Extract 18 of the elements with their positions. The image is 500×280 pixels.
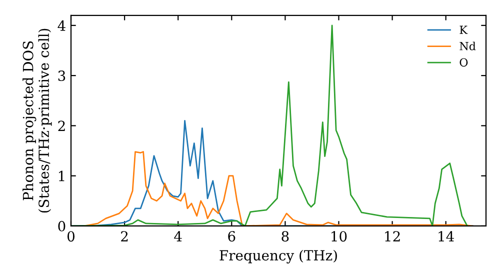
x-axis-title: Frequency (THz)	[220, 250, 337, 264]
y-tick-label: 2	[58, 120, 65, 131]
x-tick-label: 14	[438, 231, 454, 242]
y-tick-label: 4	[58, 20, 66, 31]
legend-label: K	[460, 26, 468, 34]
legend-label: O	[460, 58, 468, 67]
legend-label: Nd	[460, 42, 476, 50]
x-tick-label: 0	[67, 231, 74, 242]
x-tick-label: 2	[121, 231, 128, 242]
x-tick-label: 4	[174, 231, 182, 242]
y-tick-label: 0	[58, 220, 66, 232]
x-tick-label: 12	[385, 231, 400, 242]
x-tick-label: 6	[228, 231, 236, 242]
x-tick-label: 8	[282, 231, 289, 242]
x-tick-label: 10	[332, 231, 347, 242]
y-tick-label: 3	[58, 70, 66, 82]
y-tick-label: 1	[58, 170, 64, 182]
y-axis-title: Phonon projected DOS (States/THz·primitive cell)	[22, 28, 52, 213]
